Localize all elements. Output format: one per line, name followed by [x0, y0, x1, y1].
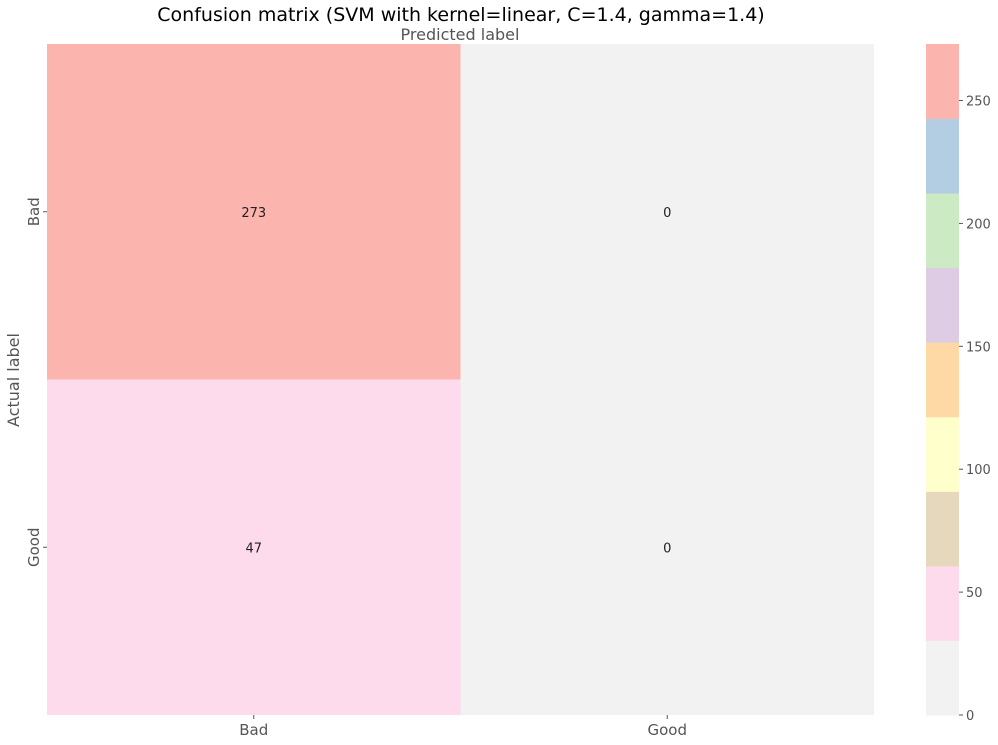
colorbar-segment [926, 491, 959, 567]
heatmap-cell-labels: 273 0 47 0 [241, 206, 671, 557]
cell-value-label: 47 [245, 541, 262, 556]
cell-value-label: 273 [241, 206, 266, 221]
x-axis-label: Predicted label [400, 25, 520, 44]
y-axis-label: Actual label [4, 333, 23, 427]
heatmap-cell [47, 379, 461, 715]
colorbar [926, 44, 959, 716]
colorbar-segment [926, 267, 959, 343]
colorbar-segment [926, 565, 959, 641]
colorbar-segment [926, 416, 959, 492]
y-tick-labels: Bad Good [25, 197, 47, 567]
colorbar-tick-label: 250 [966, 95, 991, 110]
colorbar-segment [926, 44, 959, 120]
colorbar-tick-label: 200 [966, 217, 991, 232]
colorbar-tick-label: 100 [966, 463, 991, 478]
heatmap-cell [460, 379, 874, 715]
y-tick-label: Good [25, 528, 43, 568]
cell-value-label: 0 [663, 541, 671, 556]
colorbar-segment [926, 342, 959, 418]
heatmap-cell [47, 44, 461, 380]
colorbar-tick-label: 0 [966, 709, 974, 724]
cell-value-label: 0 [663, 206, 671, 221]
colorbar-segment [926, 640, 959, 716]
heatmap-cell [460, 44, 874, 380]
colorbar-tick-label: 50 [966, 586, 983, 601]
x-tick-labels: Bad Good [239, 715, 687, 739]
heatmap-cells [47, 44, 874, 715]
colorbar-segment [926, 193, 959, 269]
colorbar-tick-labels: 0 50 100 150 200 250 [959, 95, 991, 724]
colorbar-tick-label: 150 [966, 340, 991, 355]
chart-title: Confusion matrix (SVM with kernel=linear… [157, 4, 765, 26]
colorbar-segment [926, 118, 959, 194]
x-tick-label: Good [648, 721, 688, 739]
y-tick-label: Bad [25, 197, 43, 226]
x-tick-label: Bad [239, 721, 268, 739]
